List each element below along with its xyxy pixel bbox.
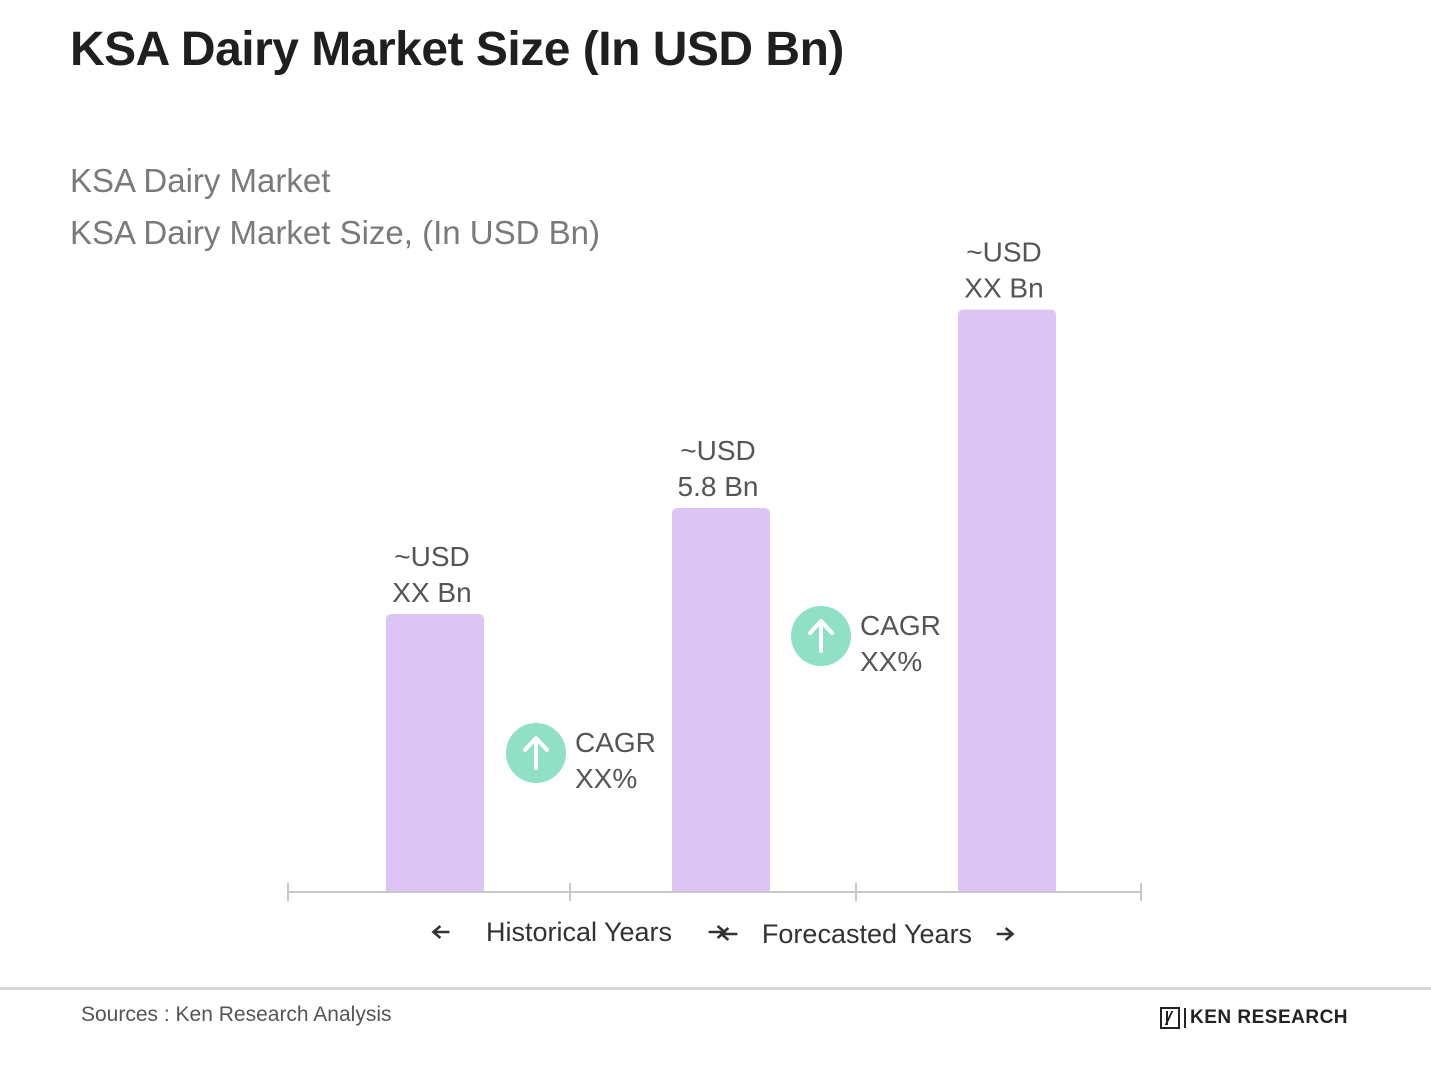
cagr-text-1-line-1: CAGR [575,727,656,758]
bar-3 [958,309,1056,892]
footer-divider [0,987,1431,990]
cagr-text-2-line-2: XX% [860,646,922,677]
arrow-up-icon [808,619,834,653]
period-right-arrow-icon [996,927,1015,941]
cagr-badge-2: CAGR XX% [791,606,941,677]
cagr-text-1-line-2: XX% [575,763,637,794]
period-label-1: Historical Years [486,917,672,947]
period-label-2: Forecasted Years [762,919,972,949]
data-label-3-line-1: ~USD [966,236,1041,267]
logo-divider [1184,1008,1186,1028]
bar-chart: ~USD XX Bn ~USD 5.8 Bn ~USD XX Bn CAGR XX% CAGR X… [287,236,1142,949]
page-title: KSA Dairy Market Size (In USD Bn) [70,23,844,76]
arrow-up-icon [523,736,549,770]
sources-note: Sources : Ken Research Analysis [81,1003,392,1026]
bar-2 [672,508,770,892]
data-label-2-line-2: 5.8 Bn [678,471,759,502]
period-left-arrow-icon [719,927,738,941]
chart-subtitle-units: KSA Dairy Market Size, (In USD Bn) [70,214,600,251]
data-label-1-line-2: XX Bn [392,577,471,608]
cagr-text-2-line-1: CAGR [860,610,941,641]
data-label-1-line-1: ~USD [394,541,469,572]
logo-k-icon [1160,1007,1180,1029]
chart-subtitle: KSA Dairy Market [70,162,331,199]
cagr-badge-1: CAGR XX% [506,723,656,794]
period-left-arrow-icon [431,925,450,939]
bar-1 [386,613,484,892]
data-label-3-line-2: XX Bn [964,272,1043,303]
ken-research-logo: KEN RESEARCH [1160,1005,1348,1031]
logo-text: KEN RESEARCH [1190,1007,1349,1028]
data-label-2-line-1: ~USD [680,435,755,466]
